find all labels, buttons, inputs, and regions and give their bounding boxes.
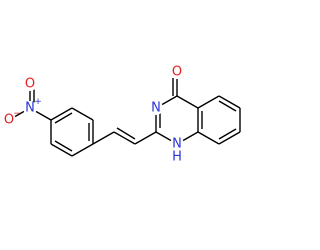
atom-label: H: [172, 150, 182, 165]
bonds: [8, 72, 241, 157]
molecule-diagram: O N N H N + O − O: [2, 65, 241, 165]
atom-label: O: [172, 65, 182, 80]
atom-label: O: [25, 77, 35, 92]
atom-label: N: [25, 101, 35, 116]
atom-label: O: [4, 113, 14, 128]
atom-label: N: [172, 137, 182, 152]
charge-label: +: [34, 97, 42, 107]
label-backgrounds: [2, 65, 184, 151]
atom-label: N: [151, 101, 161, 116]
charge-label: −: [13, 109, 21, 119]
